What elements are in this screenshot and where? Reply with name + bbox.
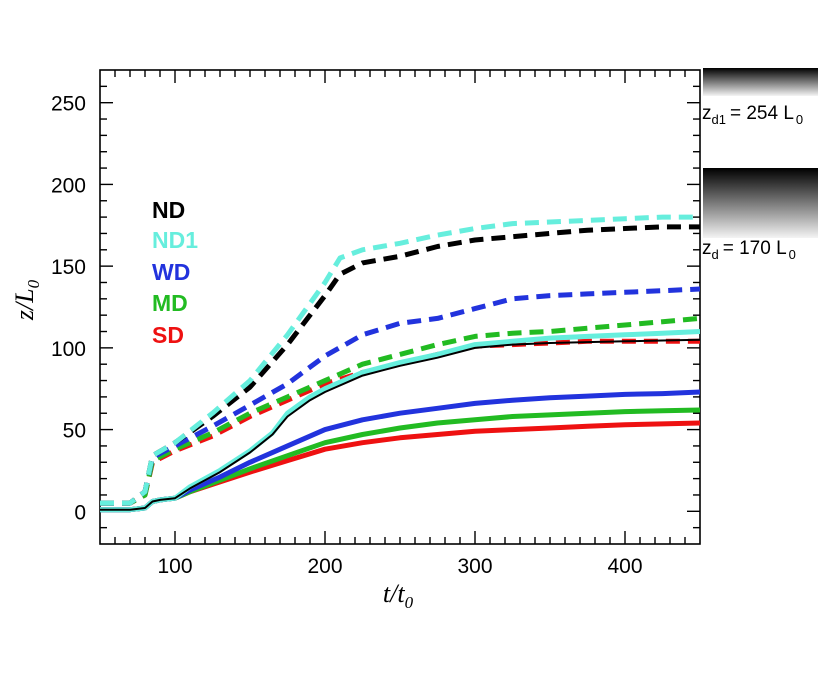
series-line-wd-dashed: [100, 286, 700, 506]
legend-entry-wd: WD: [152, 259, 190, 285]
series-line-wd-solid: [100, 389, 700, 513]
legend-entry-nd: ND: [152, 197, 185, 223]
series-line-md-dashed: [100, 315, 700, 506]
y-tick-label: 0: [74, 501, 86, 524]
plot-frame: [99, 69, 701, 545]
y-tick-label: 50: [63, 420, 86, 443]
x-axis-title: t/t0: [383, 579, 414, 612]
legend: ND ND1 WD MD SD: [152, 197, 198, 348]
y-tick-label: 200: [51, 174, 86, 197]
legend-entry-nd1: ND1: [152, 227, 198, 253]
series-line-nd1-dashed: [100, 214, 700, 506]
x-tick-label: 100: [157, 555, 192, 578]
gradient-bar-zd: [703, 168, 818, 238]
y-tick-label: 100: [51, 338, 86, 361]
x-tick-label: 400: [607, 555, 642, 578]
gradient-bar-zd1: [703, 68, 818, 96]
tick-labels: 100 200 300 400 0 50 100 150 200 250: [51, 93, 643, 578]
y-tick-label: 150: [51, 256, 86, 279]
legend-entry-md: MD: [152, 290, 188, 316]
series-line-nd1-solid: [100, 329, 700, 513]
series-line-nd-solid: [100, 338, 700, 511]
series-line-sd-solid: [100, 420, 700, 513]
legend-entry-sd: SD: [152, 322, 184, 348]
series-layer: [100, 214, 700, 513]
y-axis-title: z/L0: [10, 279, 43, 321]
x-tick-label: 200: [307, 555, 342, 578]
y-tick-label: 250: [51, 93, 86, 116]
x-tick-label: 300: [457, 555, 492, 578]
axis-ticks: [100, 70, 700, 544]
